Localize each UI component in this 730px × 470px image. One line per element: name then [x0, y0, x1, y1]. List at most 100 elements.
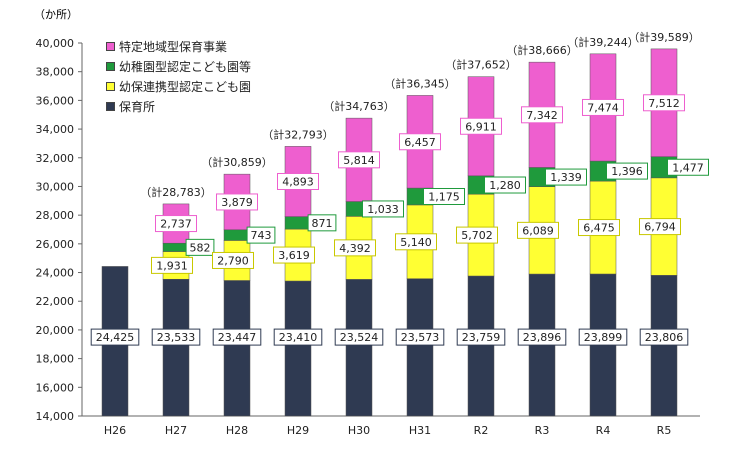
bar-segment — [284, 216, 312, 230]
y-tick-label: 30,000 — [36, 180, 75, 193]
data-label: 6,794 — [644, 221, 676, 234]
data-label: 3,619 — [278, 249, 310, 262]
data-label-box — [151, 256, 193, 274]
legend-swatch — [106, 41, 115, 51]
legend: 特定地域型保育事業幼稚園型認定こども園等 幼保連携型認定こども園 保育所 — [106, 36, 251, 116]
data-label: 23,573 — [401, 331, 440, 344]
y-tick-label: 38,000 — [36, 66, 75, 79]
y-tick-label: 24,000 — [36, 267, 75, 280]
data-label: 23,410 — [279, 331, 318, 344]
y-tick-label: 36,000 — [36, 94, 75, 107]
data-label-box — [521, 106, 563, 124]
data-label: 7,474 — [587, 101, 619, 114]
bar-segment — [467, 275, 495, 417]
data-label: 1,280 — [489, 179, 521, 192]
total-label: （計39,589） — [628, 30, 700, 44]
data-label-box — [151, 328, 201, 346]
x-tick-label: R4 — [596, 424, 611, 437]
total-label: （計34,763） — [323, 99, 395, 113]
legend-item: 幼稚園型認定こども園等 — [106, 56, 251, 76]
data-label-box — [212, 251, 254, 269]
data-label: 23,899 — [584, 331, 623, 344]
data-label-box — [185, 238, 215, 256]
data-label: 6,911 — [465, 120, 497, 133]
data-label-box — [334, 328, 384, 346]
data-label: 23,533 — [157, 331, 196, 344]
x-tick-label: H30 — [348, 424, 370, 437]
y-tick-label: 34,000 — [36, 123, 75, 136]
data-label: 23,759 — [462, 331, 501, 344]
data-label: 871 — [312, 217, 333, 230]
data-label: 5,702 — [461, 229, 493, 242]
data-label: 4,893 — [282, 175, 314, 188]
data-label-box — [423, 187, 465, 205]
data-label: 5,814 — [343, 154, 375, 167]
data-label: 582 — [190, 241, 211, 254]
data-label-box — [639, 218, 681, 236]
y-tick-label: 18,000 — [36, 353, 75, 366]
legend-label: 保育所 — [119, 99, 156, 114]
data-label: 1,033 — [367, 203, 399, 216]
data-label-box — [578, 328, 628, 346]
data-label: 6,089 — [522, 224, 554, 237]
data-label-box — [639, 328, 689, 346]
legend-swatch — [106, 61, 115, 71]
data-label: 7,512 — [648, 97, 680, 110]
data-label-box — [667, 158, 709, 176]
data-label-box — [582, 98, 624, 116]
x-tick-label: H26 — [104, 424, 126, 437]
legend-label: 幼稚園型認定こども園等 — [119, 59, 252, 74]
x-tick-label: H31 — [409, 424, 431, 437]
data-label: 23,896 — [523, 331, 562, 344]
y-tick-label: 20,000 — [36, 324, 75, 337]
data-label-box — [362, 200, 404, 218]
total-label: （計32,793） — [262, 127, 334, 141]
legend-label: 特定地域型保育事業 — [119, 39, 228, 54]
total-label: （計37,652） — [445, 58, 517, 72]
data-label-box — [395, 233, 437, 251]
y-tick-label: 22,000 — [36, 295, 75, 308]
data-label: 6,475 — [583, 222, 615, 235]
bar-segment — [223, 280, 251, 417]
data-label: 1,396 — [611, 165, 643, 178]
y-tick-label: 32,000 — [36, 152, 75, 165]
y-tick-label: 14,000 — [36, 410, 75, 423]
bar-segment — [284, 280, 312, 417]
y-unit-label: （か所） — [34, 8, 78, 21]
y-tick-label: 26,000 — [36, 238, 75, 251]
data-label-box — [212, 328, 262, 346]
data-label-box — [273, 328, 323, 346]
legend-label: 幼保連携型認定こども園 — [119, 79, 252, 94]
bar-segment — [162, 278, 190, 417]
x-tick-label: H29 — [287, 424, 309, 437]
data-label-box — [155, 215, 197, 233]
data-label: 23,806 — [645, 331, 684, 344]
total-label: （計38,666） — [506, 43, 578, 57]
bar-segment — [650, 275, 678, 417]
data-label-box — [606, 162, 648, 180]
data-label-box — [277, 172, 319, 190]
data-label: 2,790 — [217, 254, 249, 267]
data-label-box — [216, 193, 258, 211]
bar-segment — [223, 229, 251, 241]
x-tick-label: H27 — [165, 424, 187, 437]
data-label: 5,140 — [400, 236, 432, 249]
data-label: 1,339 — [550, 171, 582, 184]
data-label-box — [334, 239, 376, 257]
data-label-box — [456, 328, 506, 346]
data-label-box — [517, 221, 559, 239]
y-tick-label: 16,000 — [36, 381, 75, 394]
data-label-box — [338, 151, 380, 169]
bar-segment — [162, 242, 190, 252]
legend-item: 特定地域型保育事業 — [106, 36, 251, 56]
data-label-box — [399, 133, 441, 151]
data-label: 6,457 — [404, 136, 436, 149]
bar-segment — [345, 279, 373, 417]
total-label: （計39,244） — [567, 35, 639, 49]
data-label-box — [517, 328, 567, 346]
legend-item: 幼保連携型認定こども園 — [106, 76, 251, 96]
data-label-box — [395, 328, 445, 346]
data-label-box — [273, 246, 315, 264]
